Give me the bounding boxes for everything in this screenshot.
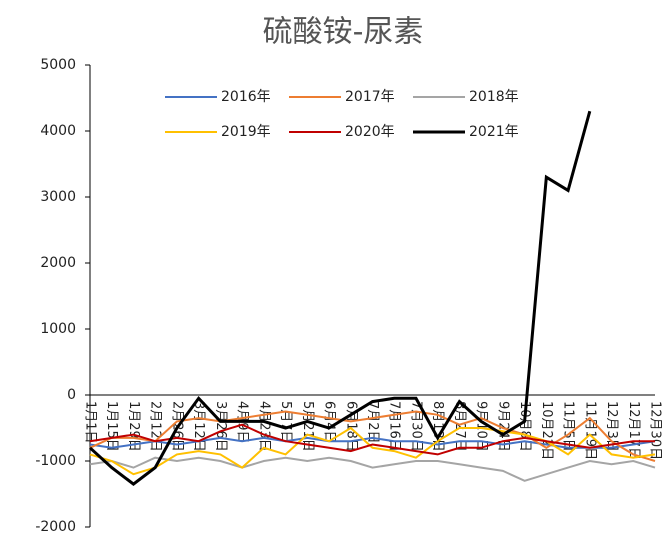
x-tick-label: 7月30日 bbox=[408, 401, 423, 452]
series-line bbox=[89, 456, 656, 482]
x-tick-label: 5月7日 bbox=[278, 401, 293, 444]
y-tick-label: 1000 bbox=[40, 321, 76, 337]
legend-label: 2017年 bbox=[345, 89, 395, 105]
series-line bbox=[89, 436, 656, 449]
y-tick-label: 0 bbox=[67, 387, 76, 403]
x-tick-label: 1月15日 bbox=[104, 401, 119, 452]
x-tick-label: 2月12日 bbox=[148, 401, 163, 452]
y-tick-label: -1000 bbox=[35, 453, 76, 469]
x-tick-label: 11月5日 bbox=[561, 401, 576, 452]
y-tick-label: 2000 bbox=[40, 255, 76, 271]
legend-label: 2018年 bbox=[469, 89, 519, 105]
x-tick-label: 7月16日 bbox=[387, 401, 402, 452]
x-tick-label: 12月30日 bbox=[648, 401, 663, 460]
chart-title: 硫酸铵-尿素 bbox=[263, 15, 424, 50]
y-tick-label: 3000 bbox=[40, 189, 76, 205]
y-tick-label: 4000 bbox=[40, 123, 76, 139]
x-tick-label: 1月1日 bbox=[83, 401, 98, 444]
x-tick-label: 3月26日 bbox=[213, 401, 228, 452]
series-line bbox=[89, 423, 655, 456]
series-line bbox=[89, 426, 656, 476]
x-tick-label: 4月23日 bbox=[256, 401, 271, 452]
legend-label: 2019年 bbox=[221, 124, 271, 140]
x-tick-label: 12月3日 bbox=[604, 401, 619, 452]
x-tick-label: 3月12日 bbox=[191, 401, 206, 452]
x-tick-label: 6月18日 bbox=[343, 401, 358, 452]
x-tick-label: 11月19日 bbox=[582, 401, 597, 460]
legend-label: 2016年 bbox=[221, 89, 271, 105]
legend-label: 2021年 bbox=[469, 124, 519, 140]
y-tick-label: -2000 bbox=[35, 519, 76, 535]
legend-label: 2020年 bbox=[345, 124, 395, 140]
x-tick-label: 7月2日 bbox=[365, 401, 380, 444]
x-tick-label: 6月4日 bbox=[322, 401, 337, 444]
x-tick-label: 9月10日 bbox=[474, 401, 489, 452]
series-line bbox=[88, 110, 592, 486]
y-tick-label: 5000 bbox=[40, 57, 76, 73]
x-tick-label: 10月22日 bbox=[539, 401, 554, 460]
x-tick-label: 9月24日 bbox=[495, 401, 510, 452]
x-tick-label: 8月27日 bbox=[452, 401, 467, 452]
